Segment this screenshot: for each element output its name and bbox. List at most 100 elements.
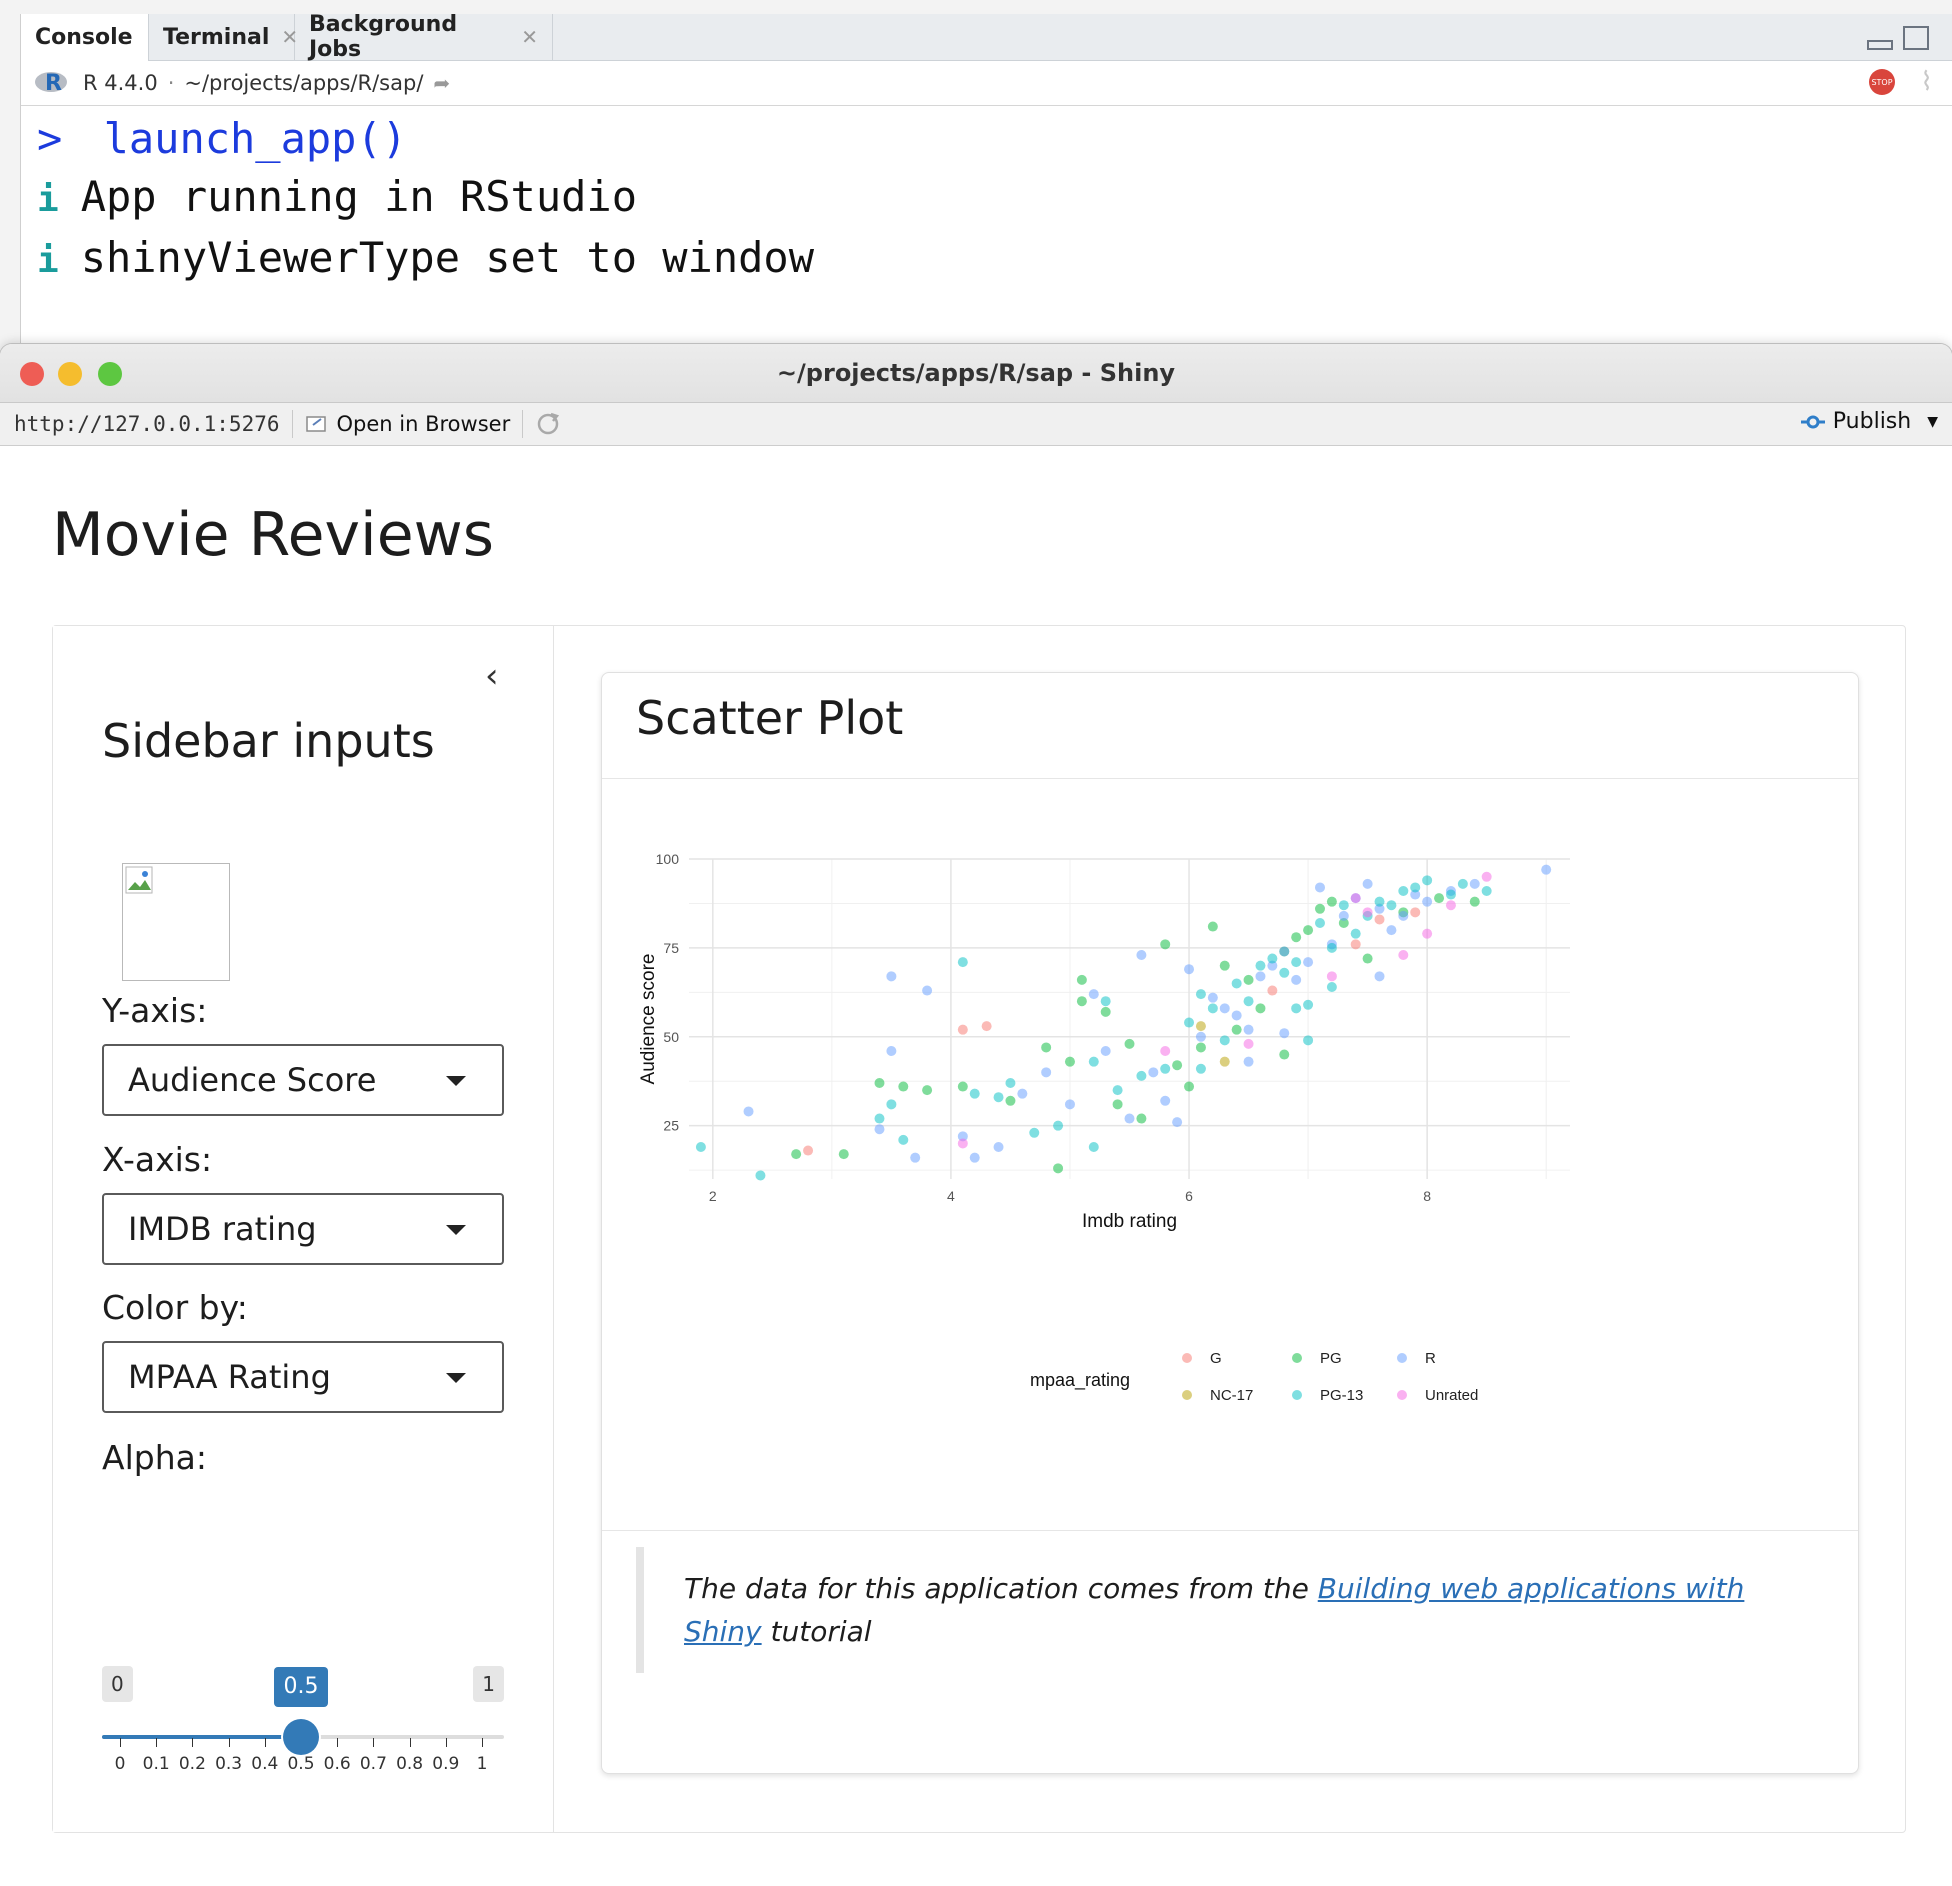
data-point-g [803,1145,814,1156]
data-point-pg-13 [1422,875,1433,886]
tab-background-jobs[interactable]: Background Jobs ✕ [295,12,553,62]
color-by-select[interactable]: MPAA Rating [102,1341,504,1413]
data-point-unrated [1445,900,1456,911]
data-point-pg [1338,918,1349,928]
scatter-plot-card: Scatter Plot 2 4 6 8 25 50 75 100 Imdb rating Aud… [593,672,1859,1774]
data-point-r [993,1142,1004,1152]
alpha-slider[interactable]: 0 1 0.5 0 0.1 0.2 0.3 0.4 0.5 0.6 0.7 0.8 0.9 1 [102,1666,504,1776]
data-point-r [1279,1028,1290,1039]
tutorial-link[interactable]: Building web applications with Shiny [684,1572,1745,1648]
data-point-nc-17 [1195,1021,1206,1032]
reload-icon[interactable] [535,411,561,437]
data-point-pg-13 [898,1134,909,1145]
data-point-r [1362,878,1373,889]
data-point-pg-13 [1410,882,1421,893]
data-point-pg-13 [1219,1035,1230,1046]
data-point-pg-13 [1088,1056,1099,1067]
data-point-r [1064,1099,1075,1110]
tab-terminal[interactable]: Terminal ✕ [149,14,299,60]
maximize-pane-icon[interactable] [1903,26,1929,50]
legend-key [1182,1390,1192,1400]
data-point-unrated [957,1138,968,1149]
data-point-pg [1303,925,1314,936]
alpha-label: Alpha: [102,1438,207,1477]
data-point-r [1314,882,1325,893]
minimize-pane-icon[interactable] [1867,40,1893,50]
data-point-r [1398,910,1409,921]
chevron-down-icon[interactable]: ▼ [1927,413,1938,430]
data-point-pg-13 [695,1142,706,1152]
clear-console-broom-icon[interactable]: ⌇ [1920,67,1933,97]
data-point-pg-13 [1386,900,1397,911]
slider-tick [409,1738,411,1747]
data-point-g [1374,914,1385,925]
color-by-label: Color by: [102,1288,248,1327]
card-footer: The data for this application comes from… [602,1530,1858,1774]
data-point-unrated [1350,893,1361,904]
slider-max-label: 1 [473,1666,504,1702]
info-icon: i [37,240,59,281]
data-point-pg-13 [1338,900,1349,911]
data-point-pg-13 [1255,960,1266,971]
legend-key [1397,1390,1407,1400]
y-axis-select[interactable]: Audience Score [102,1044,504,1116]
slider-tick-label: 1 [476,1754,488,1774]
data-point-unrated [1362,907,1373,918]
collapse-sidebar-chevron-left-icon[interactable]: ‹ [485,656,499,696]
legend-key [1397,1353,1407,1363]
data-point-pg [1076,974,1087,985]
slider-tick [264,1738,266,1747]
minimize-window-button[interactable] [58,362,82,386]
data-point-pg-13 [1374,896,1385,907]
console-info-line: i App running in RStudio [37,172,637,221]
data-point-unrated [1326,971,1337,982]
publish-button[interactable]: Publish ▼ [1799,409,1938,434]
data-point-pg-13 [1195,989,1206,1000]
tab-console[interactable]: Console [21,14,149,61]
data-point-pg [1434,893,1445,904]
card-header: Scatter Plot [602,673,1858,779]
y-tick-label: 50 [663,1029,679,1045]
data-point-pg-13 [886,1099,897,1110]
slider-tick-label: 0.6 [323,1754,351,1774]
data-point-pg [922,1085,933,1096]
x-tick-label: 2 [709,1188,717,1204]
zoom-window-button[interactable] [98,362,122,386]
data-point-unrated [1422,928,1433,939]
close-icon[interactable]: ✕ [281,25,299,49]
data-point-pg-13 [1291,957,1302,968]
footer-text-suffix: tutorial [761,1615,872,1648]
slider-handle[interactable] [283,1719,319,1755]
open-in-browser-button[interactable]: Open in Browser [305,412,510,436]
slider-tick-label: 0.7 [359,1754,387,1774]
console-tabbar: Console Terminal ✕ Background Jobs ✕ [21,12,1952,62]
x-axis-select[interactable]: IMDB rating [102,1193,504,1265]
data-point-pg-13 [957,957,968,968]
data-point-pg [791,1149,802,1160]
tab-label: Background Jobs [309,12,458,62]
slider-tick [482,1738,483,1747]
stop-icon[interactable]: STOP [1869,69,1895,95]
close-window-button[interactable] [20,362,44,386]
path-separator: · [167,71,175,95]
data-point-pg-13 [1303,1035,1314,1046]
data-point-pg [838,1149,849,1160]
page-title: Movie Reviews [52,500,494,570]
legend-label: R [1425,1350,1436,1367]
data-point-r [874,1124,885,1135]
data-point-pg-13 [1160,1063,1171,1074]
app-url[interactable]: http://127.0.0.1:5276 [14,412,280,436]
color-by-select-value: MPAA Rating [128,1358,331,1396]
go-to-directory-icon[interactable]: ➦ [433,71,451,95]
window-titlebar[interactable]: ~/projects/apps/R/sap - Shiny [0,344,1952,403]
main-panel: Scatter Plot 2 4 6 8 25 50 75 100 Imdb rating Aud… [553,626,1905,1832]
close-icon[interactable]: ✕ [521,25,538,49]
data-point-r [1136,950,1147,960]
slider-tick-label: 0.5 [287,1754,315,1774]
y-axis-label: Y-axis: [102,991,208,1030]
data-point-r [1386,925,1397,936]
data-point-pg [1076,996,1087,1007]
caret-down-icon [446,1225,466,1235]
console-output[interactable]: > launch_app() i App running in RStudio i… [21,106,1952,290]
slider-value-label: 0.5 [274,1667,328,1707]
